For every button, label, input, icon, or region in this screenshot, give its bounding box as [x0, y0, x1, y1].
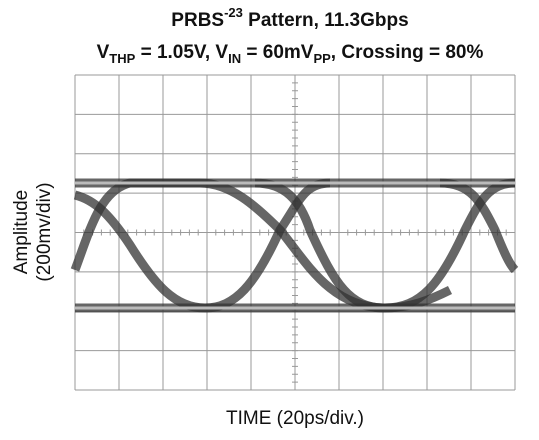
chart-subtitle: VTHP = 1.05V, VIN = 60mVPP, Crossing = 8…	[97, 42, 484, 66]
subtitle-text: V	[97, 42, 110, 63]
transition-trace	[255, 183, 450, 308]
y-axis-label: (200mv/div)	[34, 182, 55, 281]
y-axis-label: Amplitude	[11, 190, 32, 275]
subtitle-text: = 1.05V, V	[135, 42, 228, 63]
subtitle-sub: IN	[228, 51, 241, 66]
title-text: Pattern, 11.3Gbps	[243, 10, 409, 31]
subtitle-text: = 60mV	[241, 42, 314, 63]
grid	[75, 75, 515, 390]
chart: PRBS-23 Pattern, 11.3Gbps VTHP = 1.05V, …	[0, 0, 539, 440]
title-sup: -23	[224, 5, 243, 20]
subtitle-text: , Crossing = 80%	[331, 42, 484, 63]
subtitle-sub: THP	[109, 51, 135, 66]
subtitle-sub: PP	[313, 51, 331, 66]
chart-title: PRBS-23 Pattern, 11.3Gbps	[171, 5, 408, 31]
x-axis-label: TIME (20ps/div.)	[226, 408, 364, 429]
title-text: PRBS	[171, 10, 224, 31]
